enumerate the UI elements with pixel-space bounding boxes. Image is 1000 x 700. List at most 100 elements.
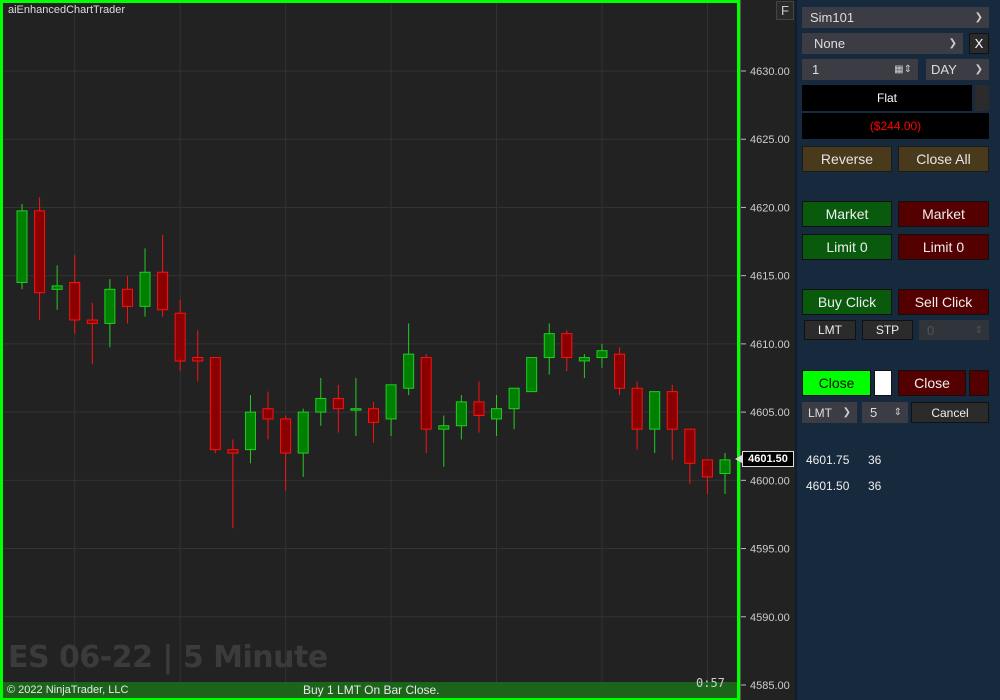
- candle-down: [631, 387, 643, 430]
- chart-title: aiEnhancedChartTrader: [8, 4, 125, 16]
- candle-down: [666, 391, 678, 430]
- candle-down: [684, 428, 696, 464]
- account-value: Sim101: [810, 10, 855, 25]
- price-tick-label: 4610.00: [750, 339, 790, 351]
- sell-market-button[interactable]: Market: [898, 201, 989, 227]
- buy-limit-button[interactable]: Limit 0: [802, 234, 892, 260]
- candle-up: [526, 357, 538, 393]
- candle-up: [649, 391, 661, 430]
- candle-down: [34, 210, 46, 294]
- buy-color-indicator: [874, 370, 892, 396]
- chart-area[interactable]: 4630.00 4625.00 4620.00 4615.00 4610.00 4605.…: [0, 0, 795, 700]
- candle-up: [719, 459, 731, 475]
- candle-up: [596, 350, 608, 359]
- candle-down: [561, 333, 573, 359]
- candle-down: [262, 408, 274, 420]
- candle-up: [297, 411, 309, 454]
- candle-up: [139, 271, 151, 307]
- calculator-spinner-icon[interactable]: ▦⇕: [894, 64, 912, 75]
- candle-down: [86, 319, 98, 324]
- close-all-button[interactable]: Close All: [898, 146, 989, 172]
- candle-up: [51, 285, 63, 290]
- price-tick-label: 4585.00: [750, 680, 790, 692]
- candle-down: [368, 408, 379, 423]
- chevron-down-icon: ❯: [948, 38, 957, 49]
- quantity-value: 1: [812, 62, 820, 77]
- status-bar: © 2022 NinjaTrader, LLC Buy 1 LMT On Bar…: [3, 682, 737, 698]
- price-tick-label: 4605.00: [750, 407, 790, 419]
- close-sell-button[interactable]: Close: [898, 370, 966, 396]
- candle-up: [508, 387, 520, 410]
- spinner-arrows-icon[interactable]: ⇕: [893, 407, 902, 418]
- candle-down: [332, 397, 344, 410]
- order-type-value: LMT: [808, 405, 832, 420]
- offset-value: 0: [927, 322, 935, 338]
- price-tick-label: 4595.00: [750, 544, 790, 556]
- ticks-value: 5: [870, 405, 878, 420]
- candle-down: [420, 357, 432, 430]
- level-price: 4601.50: [806, 479, 850, 493]
- candle-down: [227, 449, 239, 454]
- close-buy-button[interactable]: Close: [802, 370, 871, 396]
- candle-down: [121, 288, 133, 307]
- buy-market-button[interactable]: Market: [802, 201, 892, 227]
- spinner-arrows-icon: ⇕: [974, 324, 983, 336]
- candle-up: [385, 384, 397, 420]
- status-message: Buy 1 LMT On Bar Close.: [303, 683, 440, 697]
- chart-focus-border: [0, 0, 740, 700]
- cancel-button[interactable]: Cancel: [911, 402, 989, 423]
- candle-down: [157, 271, 169, 311]
- tif-value: DAY: [931, 62, 957, 77]
- candle-up: [438, 425, 450, 430]
- sell-limit-button[interactable]: Limit 0: [898, 234, 989, 260]
- candle-up: [104, 288, 116, 324]
- level-price: 4601.75: [806, 453, 850, 467]
- candle-up: [491, 408, 503, 420]
- quantity-input[interactable]: 1 ▦⇕: [802, 59, 918, 80]
- candle-up: [315, 397, 327, 413]
- pnl-display: ($244.00): [802, 113, 989, 139]
- atm-clear-button[interactable]: X: [969, 33, 989, 54]
- price-axis: [740, 0, 795, 700]
- level-qty: 36: [868, 479, 882, 493]
- reverse-button[interactable]: Reverse: [802, 146, 892, 172]
- candle-up: [16, 210, 28, 283]
- buy-click-button[interactable]: Buy Click: [802, 289, 892, 315]
- candle-up: [244, 411, 256, 451]
- atm-strategy-select[interactable]: None ❯: [802, 33, 963, 54]
- sell-click-button[interactable]: Sell Click: [898, 289, 989, 315]
- stp-button[interactable]: STP: [862, 320, 913, 340]
- lmt-button[interactable]: LMT: [804, 320, 856, 340]
- sell-color-indicator: [969, 370, 989, 396]
- position-display: Flat: [802, 85, 972, 111]
- ticks-spinner[interactable]: 5 ⇕: [862, 402, 908, 423]
- level-qty: 36: [868, 453, 882, 467]
- price-tick-label: 4590.00: [750, 612, 790, 624]
- account-select[interactable]: Sim101 ❯: [802, 7, 989, 28]
- tif-select[interactable]: DAY ❯: [926, 59, 989, 80]
- chevron-down-icon: ❯: [842, 407, 851, 418]
- candle-down: [174, 312, 186, 362]
- price-tick-label: 4630.00: [750, 66, 790, 78]
- price-tick-label: 4625.00: [750, 134, 790, 146]
- candle-down: [209, 357, 221, 451]
- order-type-select[interactable]: LMT ❯: [802, 402, 857, 423]
- current-price-marker: 4601.50: [735, 451, 794, 467]
- candle-up: [543, 333, 555, 359]
- copyright: © 2022 NinjaTrader, LLC: [7, 684, 129, 696]
- chevron-down-icon: ❯: [974, 64, 983, 75]
- candle-up: [455, 401, 467, 427]
- candle-down: [701, 459, 713, 478]
- level-row: 4601.50 36: [806, 479, 881, 493]
- candle-up: [403, 353, 415, 389]
- f-button[interactable]: F: [776, 1, 794, 20]
- bar-timer: 0:57: [696, 676, 725, 690]
- offset-spinner: 0 ⇕: [919, 320, 989, 340]
- candlestick-chart[interactable]: 4630.00 4625.00 4620.00 4615.00 4610.00 4605.…: [0, 0, 795, 700]
- price-tick-label: 4600.00: [750, 475, 790, 487]
- level-row: 4601.75 36: [806, 453, 881, 467]
- position-indicator: [975, 85, 989, 111]
- candle-up: [350, 408, 362, 411]
- price-tick-label: 4615.00: [750, 271, 790, 283]
- instrument-watermark: ES 06-22 | 5 Minute: [8, 640, 328, 675]
